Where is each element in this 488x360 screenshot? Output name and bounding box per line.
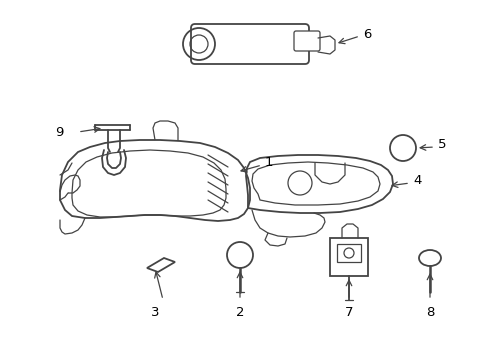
Text: 9: 9 — [55, 126, 63, 139]
Text: 7: 7 — [344, 306, 352, 320]
Text: 1: 1 — [264, 157, 273, 170]
Text: 8: 8 — [425, 306, 433, 320]
Text: 3: 3 — [150, 306, 159, 320]
Bar — [336, 244, 360, 262]
Text: 6: 6 — [362, 27, 370, 40]
FancyBboxPatch shape — [293, 31, 319, 51]
FancyBboxPatch shape — [191, 24, 308, 64]
Bar — [329, 238, 367, 276]
Text: 2: 2 — [235, 306, 244, 320]
Text: 5: 5 — [437, 139, 446, 152]
Ellipse shape — [418, 250, 440, 266]
Text: 4: 4 — [412, 175, 421, 188]
